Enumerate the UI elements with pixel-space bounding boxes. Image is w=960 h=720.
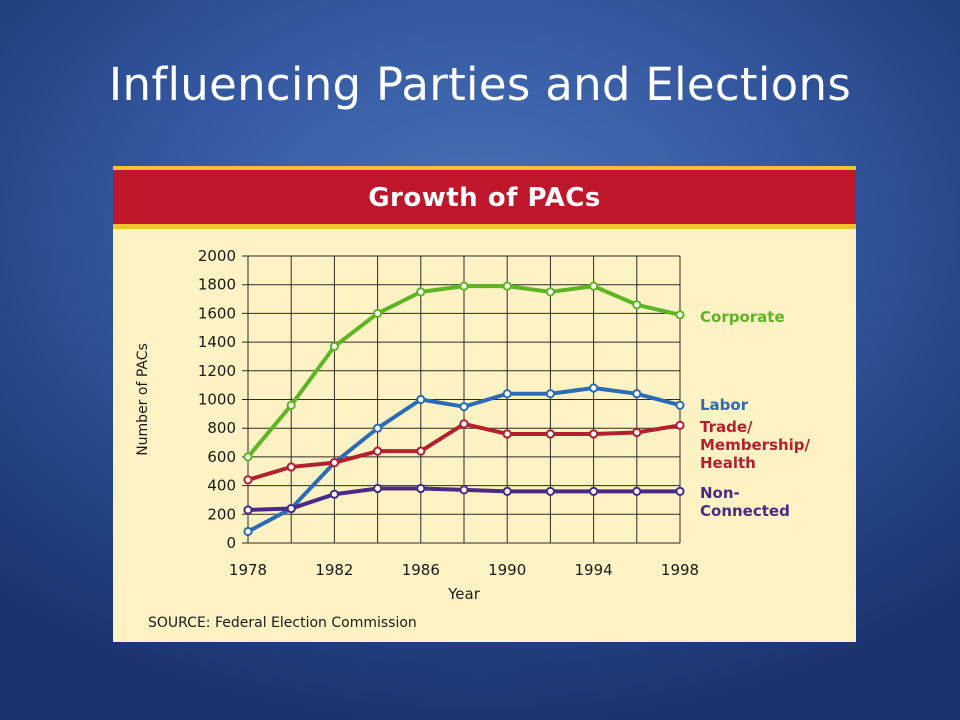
data-point — [243, 452, 253, 462]
legend-label: Labor — [700, 396, 749, 414]
data-point — [545, 429, 555, 439]
line-chart: 0 200 400 600 800 1000 1200 1400 1600 1800 2000 197… — [135, 247, 811, 603]
chart-header: Growth of PACs — [113, 166, 856, 229]
data-point — [243, 526, 253, 537]
y-tick-label: 1200 — [198, 362, 236, 380]
data-point — [502, 389, 512, 399]
x-tick-label: 1978 — [229, 561, 267, 579]
legend-label: Trade/Membership/Health — [700, 418, 811, 472]
x-tick-label: 1998 — [661, 561, 699, 579]
data-point — [416, 287, 426, 297]
slide-title: Influencing Parties and Elections — [108, 58, 852, 111]
x-tick-label: 1986 — [402, 561, 440, 579]
data-point — [502, 429, 512, 439]
y-tick-label: 1600 — [198, 304, 236, 322]
data-point — [373, 423, 383, 433]
y-tick-label: 1800 — [198, 276, 236, 294]
x-tick-label: 1982 — [315, 561, 353, 579]
source-note: SOURCE: Federal Election Commission — [148, 615, 417, 631]
data-point — [632, 389, 642, 399]
y-tick-label: 400 — [207, 477, 236, 495]
data-point — [329, 458, 339, 468]
data-point — [545, 486, 555, 496]
series-group — [243, 483, 685, 515]
data-point — [589, 281, 599, 291]
grid-lines — [242, 255, 681, 544]
data-point — [459, 419, 469, 429]
data-point — [502, 281, 512, 291]
y-tick-label: 800 — [207, 419, 236, 437]
y-axis-label: Number of PACs — [135, 343, 151, 456]
data-point — [502, 486, 512, 496]
data-point — [589, 429, 599, 439]
data-point — [329, 489, 339, 499]
data-point — [373, 483, 383, 494]
data-point — [459, 281, 469, 291]
data-point — [589, 486, 599, 496]
x-tick-label: 1994 — [575, 561, 613, 579]
legend-label: Non-Connected — [700, 484, 790, 520]
data-point — [286, 462, 296, 472]
legend-label: Corporate — [700, 308, 785, 326]
series-group — [243, 281, 685, 462]
x-axis-label: Year — [447, 585, 481, 603]
y-tick-label: 0 — [226, 534, 236, 552]
data-point — [416, 483, 426, 494]
data-point — [545, 287, 555, 297]
data-point — [459, 402, 469, 412]
y-tick-label: 600 — [207, 448, 236, 466]
data-point — [589, 383, 599, 393]
data-point — [675, 400, 685, 410]
data-point — [286, 400, 296, 410]
data-point — [286, 503, 296, 514]
data-point — [675, 486, 685, 496]
data-point — [373, 446, 383, 456]
y-tick-label: 1400 — [198, 333, 236, 351]
y-tick-label: 2000 — [198, 247, 236, 265]
y-tick-label: 1000 — [198, 391, 236, 409]
series-group — [243, 419, 685, 485]
data-point — [416, 394, 426, 405]
data-point — [632, 486, 642, 496]
y-tick-label: 200 — [207, 505, 236, 523]
data-point — [373, 308, 383, 318]
data-point — [545, 389, 555, 399]
data-point — [459, 485, 469, 495]
data-point — [243, 475, 253, 485]
chart-title: Growth of PACs — [368, 183, 601, 213]
data-point — [243, 505, 253, 515]
data-point — [675, 310, 685, 320]
data-point — [632, 427, 642, 438]
x-tick-label: 1990 — [488, 561, 526, 579]
data-point — [329, 341, 339, 352]
data-point — [632, 300, 642, 310]
data-point — [675, 420, 685, 430]
data-point — [416, 446, 426, 456]
chart-panel: Growth of PACs 0 200 400 600 800 1000 1200 1400… — [113, 166, 856, 642]
